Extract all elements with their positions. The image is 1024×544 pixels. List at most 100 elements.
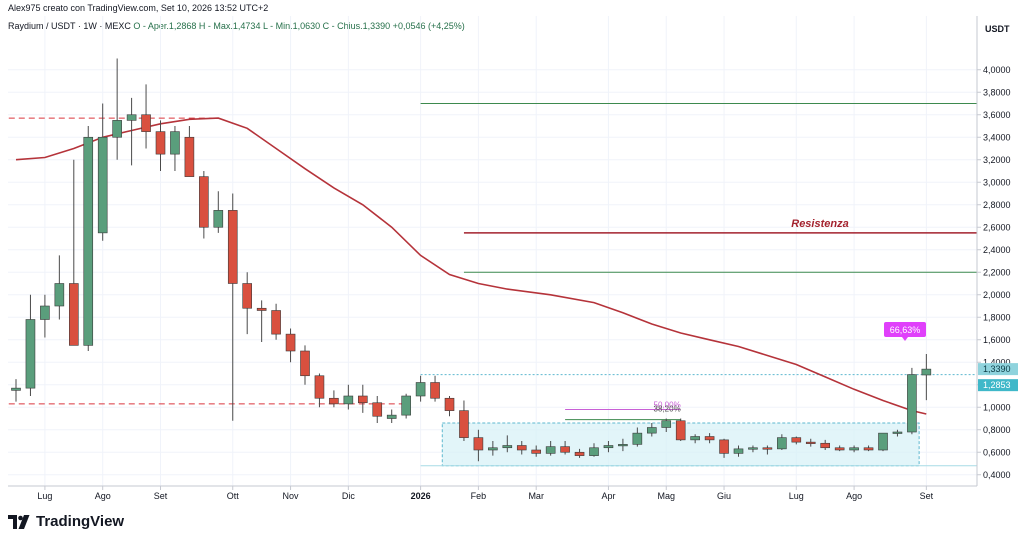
candle [213,191,224,233]
price-axis-bg [977,0,1024,544]
time-tick-label: Ago [95,491,111,501]
candle-body [155,131,166,155]
candle-body [690,436,700,441]
candle-body [849,447,859,451]
time-tick-label: Apr [601,491,615,501]
candle-body [401,395,411,416]
candle-body [748,447,758,450]
candle-body [300,350,310,377]
resistance-label: Resistenza [791,218,848,230]
candle-body [618,444,628,447]
candle [704,433,715,444]
currency-label: USDT [985,24,1010,34]
price-tick-label: 3,4000 [983,132,1011,142]
candle [25,294,36,396]
candle [748,445,758,453]
price-tick-label: 2,2000 [983,267,1011,277]
candle [531,445,542,457]
time-tick-label: Ago [846,491,862,501]
price-tick-label: 1,0000 [983,402,1011,412]
author-line: Alex975 creato con TradingView.com, Set … [8,3,269,13]
prev-close-badge-text: 1,2853 [983,380,1011,390]
candle [126,97,137,166]
price-tick-label: 3,8000 [983,87,1011,97]
candle-body [516,445,527,451]
candle [444,396,455,417]
prev-close-badge-bg [978,379,1018,392]
tradingview-logo-icon [8,514,30,529]
candle [184,126,195,177]
tradingview-logo-text: TradingView [36,513,125,530]
candle-body [762,447,773,450]
candle-body [473,437,484,451]
candle [314,373,325,408]
candle [878,432,888,452]
candle-body [459,410,469,438]
candle [256,300,267,342]
candle [112,58,122,160]
candle-body [83,136,94,346]
candle [271,303,281,340]
candle-body [805,441,816,444]
candle-body [184,136,195,177]
candle-body [256,307,267,311]
time-tick-label: Lug [789,491,804,501]
candle-body [11,387,21,391]
candle-body [560,446,570,453]
candle-body [314,375,325,399]
candle [199,171,209,239]
current-price-badge-text: 1,3390 [983,364,1011,374]
price-tick-label: 0,4000 [983,470,1011,480]
time-tick-label: Set [920,491,934,501]
candle [690,434,700,444]
percent-badge-text: 66,63% [890,325,921,335]
percent-badge-bg [884,322,926,337]
candle-body [820,442,831,449]
candle-body [430,382,440,399]
candle-body [170,131,180,155]
candle [488,441,498,456]
time-tick-label: Set [154,491,168,501]
candle-body [502,445,513,449]
candle-body [907,374,917,433]
candle-body [69,283,79,346]
candle-body [661,420,672,428]
time-tick-label: Nov [283,491,300,501]
candle-body [488,447,498,451]
candle [632,427,643,447]
candle-body [733,448,744,454]
candle [40,294,50,338]
price-tick-label: 2,6000 [983,222,1011,232]
candle [242,272,252,335]
candle-body [892,431,903,434]
candle-body [357,395,368,404]
candle [618,438,628,452]
tradingview-logo[interactable]: TradingView [8,513,124,530]
candle-body [199,176,209,228]
time-tick-label: Feb [471,491,487,501]
candle [661,418,672,432]
candle-body [863,447,874,451]
candle [675,418,686,441]
candle [97,103,108,241]
time-tick-label: Dic [342,491,355,501]
candle [545,441,556,456]
symbol-name: Raydium / USDT · 1W · MEXC [8,21,131,31]
candle [834,445,845,452]
candle-body [372,402,383,417]
candle-body [97,136,108,234]
candle [574,448,585,458]
candle-body [719,439,729,454]
time-tick-label: Ott [227,491,240,501]
candle [892,429,903,437]
candle [849,445,859,453]
candle [589,443,599,457]
candle [430,375,440,402]
candle-body [112,120,122,138]
price-tick-label: 3,2000 [983,155,1011,165]
time-tick-label: Mag [657,491,675,501]
candle-body [675,420,686,441]
candle-body [704,436,715,441]
percent-badge: 66,63% [884,322,926,341]
